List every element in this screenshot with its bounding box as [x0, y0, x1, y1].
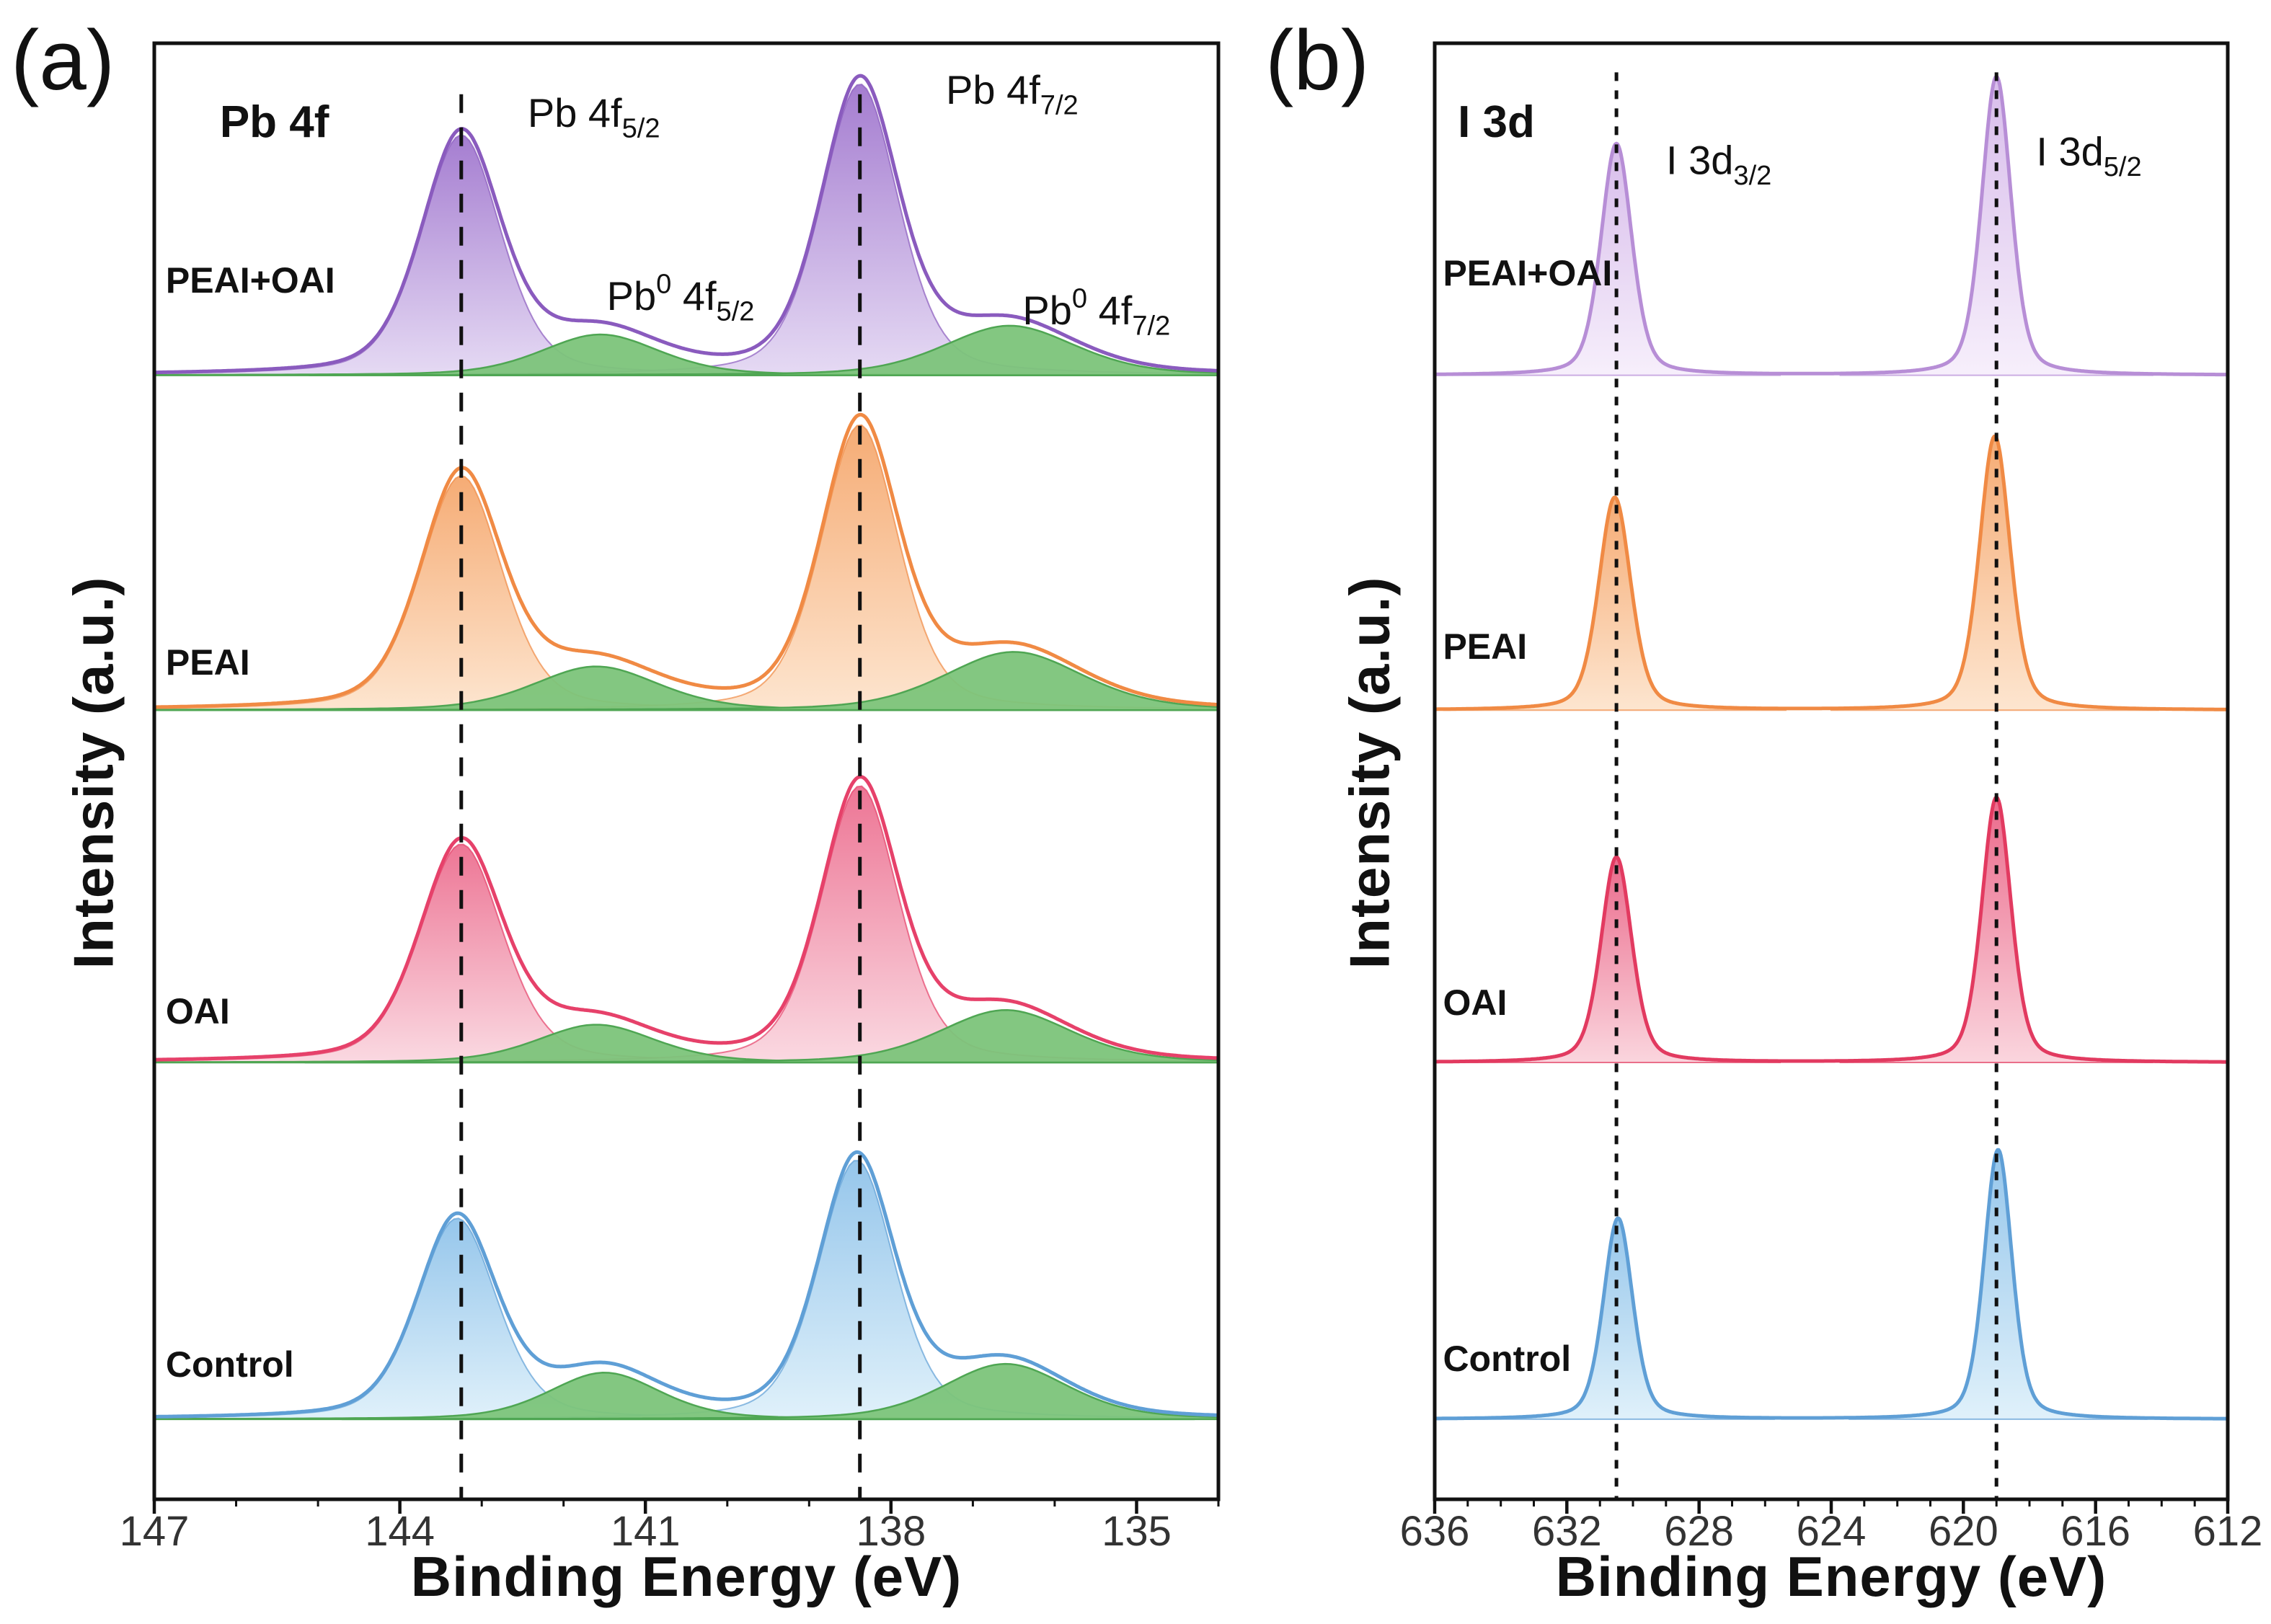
envelope-PEAI+OAI	[152, 74, 1221, 375]
envelope-OAI	[152, 775, 1221, 1062]
sample-label-OAI: OAI	[1443, 982, 1507, 1023]
panel-a-tag: (a)	[11, 13, 115, 108]
peak-label-pb0-4f72: Pb0 4f7/2	[1022, 284, 1170, 342]
plot-title: I 3d	[1458, 97, 1535, 147]
plot-title: Pb 4f	[220, 97, 329, 147]
panel-a-ylabel: Intensity (a.u.)	[61, 576, 125, 969]
tick-label: 624	[1797, 1508, 1867, 1555]
component-metallic-Control	[341, 1362, 1220, 1421]
component-main-PEAI	[446, 424, 1219, 711]
panel-a-xlabel: Binding Energy (eV)	[410, 1545, 962, 1608]
tick-label: 632	[1532, 1508, 1602, 1555]
tick-label: 628	[1664, 1508, 1734, 1555]
tick-label: 620	[1929, 1508, 1998, 1555]
peak-label-pb4f52: Pb 4f5/2	[528, 90, 660, 144]
tick-label: 141	[611, 1508, 681, 1555]
plot-border	[152, 41, 1221, 1501]
envelope-Control	[1433, 1148, 2230, 1421]
envelope-PEAI	[152, 412, 1221, 709]
tick-label: 616	[2060, 1508, 2130, 1555]
tick-label: 612	[2193, 1508, 2263, 1555]
tick-label: 147	[120, 1508, 190, 1555]
panel-b-tag: (b)	[1265, 13, 1370, 108]
sample-label-PEAI: PEAI	[1443, 626, 1527, 667]
component-metallic-PEAI+OAI	[309, 324, 1220, 376]
panel-b-xlabel: Binding Energy (eV)	[1555, 1545, 2107, 1608]
panel-b-ylabel: Intensity (a.u.)	[1337, 576, 1402, 969]
component-main-OAI	[446, 785, 1219, 1063]
sample-label-OAI: OAI	[166, 991, 230, 1031]
component-metallic-OAI	[304, 1009, 1220, 1064]
envelope-PEAI+OAI	[1433, 74, 2230, 377]
sample-label-Control: Control	[166, 1344, 294, 1385]
peak-label-i3d32: I 3d3/2	[1666, 137, 1771, 191]
peak-label-pb0-4f52: Pb0 4f5/2	[607, 270, 755, 327]
sample-label-PEAI+OAI: PEAI+OAI	[1443, 253, 1612, 293]
envelope-Control	[152, 1150, 1221, 1419]
component-metallic-PEAI	[276, 651, 1220, 711]
sample-label-Control: Control	[1443, 1339, 1571, 1379]
tick-label: 636	[1400, 1508, 1470, 1555]
envelope-OAI	[1433, 795, 2230, 1064]
tick-label: 144	[365, 1508, 435, 1555]
sample-label-PEAI+OAI: PEAI+OAI	[166, 260, 335, 301]
panel-b-plot: 636 632 628 624 620 616 612 I 3d I 3d3/2 I 3d5/2 P…	[1400, 41, 2262, 1555]
peak-label-i3d52: I 3d5/2	[2036, 128, 2141, 182]
panel-a-plot: 147 144 141 138 135 Pb 4f Pb 4f5/2 Pb 4f7/2 Pb0 …	[120, 41, 1221, 1555]
sample-label-PEAI: PEAI	[166, 642, 250, 683]
tick-label: 138	[856, 1508, 926, 1555]
envelope-PEAI	[1433, 434, 2230, 711]
tick-label: 135	[1102, 1508, 1172, 1555]
peak-label-pb4f72: Pb 4f7/2	[946, 67, 1079, 121]
